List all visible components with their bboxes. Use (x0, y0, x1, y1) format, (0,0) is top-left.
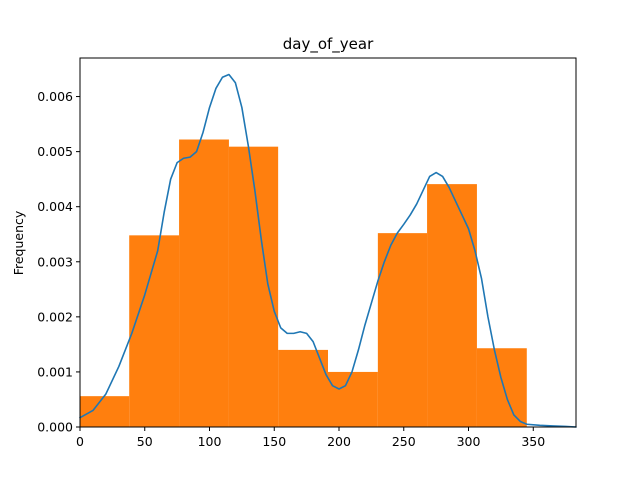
histogram-bar (476, 348, 527, 427)
x-tick-label: 300 (457, 434, 481, 449)
histogram-bars (80, 139, 527, 428)
y-tick-label: 0.001 (37, 364, 73, 379)
x-tick-label: 0 (76, 434, 84, 449)
histogram-bar (179, 139, 229, 428)
histogram-bar (278, 349, 328, 427)
y-tick-label: 0.004 (37, 199, 73, 214)
y-tick-label: 0.000 (37, 420, 73, 435)
x-tick-label: 250 (392, 434, 416, 449)
chart-title: day_of_year (283, 35, 374, 54)
x-tick-label: 200 (327, 434, 351, 449)
x-tick-label: 150 (262, 434, 286, 449)
y-tick-label: 0.005 (37, 144, 73, 159)
histogram-bar (129, 235, 180, 427)
histogram-bar (80, 396, 130, 427)
histogram-bar (427, 184, 477, 427)
y-axis: 0.000 0.001 0.002 0.003 0.004 0.005 0.006 (37, 89, 80, 435)
y-tick-label: 0.003 (37, 254, 73, 269)
x-axis: 0 50 100 150 200 250 300 350 (76, 427, 545, 449)
y-tick-label: 0.006 (37, 89, 73, 104)
y-tick-label: 0.002 (37, 309, 73, 324)
plot-frame (79, 57, 577, 428)
histogram-bar (228, 146, 279, 427)
x-tick-label: 100 (198, 434, 222, 449)
density-curve-group (79, 73, 577, 428)
histogram-bar (328, 371, 378, 427)
x-tick-label: 350 (521, 434, 545, 449)
histogram-bar (377, 233, 428, 427)
density-line (79, 73, 577, 428)
y-axis-label: Frequency (11, 210, 26, 275)
x-tick-label: 50 (137, 434, 153, 449)
